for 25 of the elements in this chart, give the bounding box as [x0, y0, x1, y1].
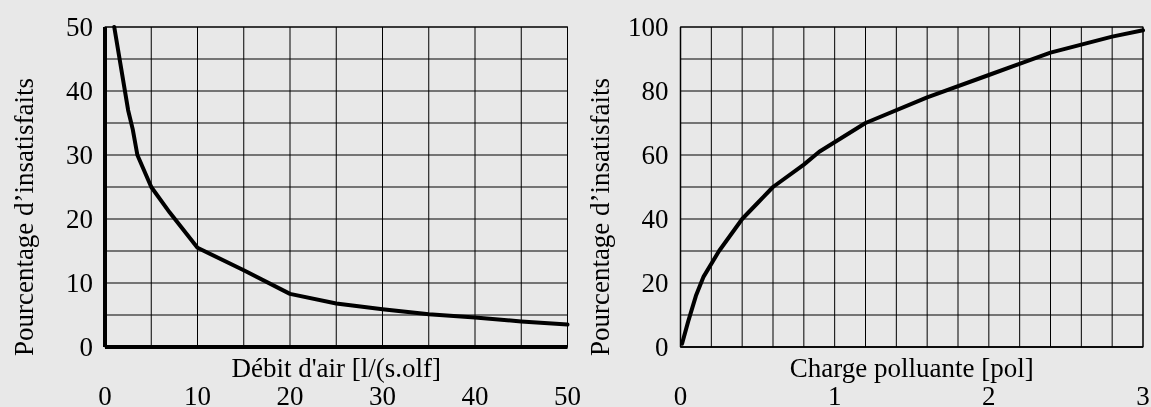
y-tick-label: 0 — [79, 332, 93, 363]
y-tick-label: 60 — [641, 140, 669, 171]
x-tick-label: 0 — [98, 381, 112, 407]
y-tick-label: 20 — [66, 204, 93, 235]
x-tick-label: 10 — [184, 381, 211, 407]
y-tick-label: 0 — [655, 332, 669, 363]
y-tick-label: 40 — [641, 204, 669, 235]
x-tick-label: 40 — [461, 381, 489, 407]
line-series — [680, 28, 1145, 346]
x-tick-label: 0 — [673, 381, 688, 407]
y-tick-label: 20 — [641, 268, 669, 299]
y-tick-label: 10 — [66, 268, 93, 299]
x-tick-label: 3 — [1136, 381, 1150, 407]
y-axis-title: Pourcentage d’insatisfaits — [9, 77, 39, 357]
y-tick-label: 100 — [628, 12, 669, 43]
y-tick-label: 30 — [66, 140, 93, 171]
x-axis-title: Charge polluante [pol] — [789, 353, 1034, 383]
x-tick-label: 20 — [276, 381, 304, 407]
y-axis-title: Pourcentage d’insatisfaits — [584, 77, 615, 357]
y-tick-label: 80 — [641, 76, 669, 107]
y-tick-label: 40 — [66, 76, 93, 107]
x-tick-label: 50 — [554, 381, 581, 407]
y-tick-label: 50 — [66, 12, 93, 43]
x-tick-label: 1 — [827, 381, 842, 407]
x-axis-title: Débit d'air [l/(s.olf] — [231, 353, 442, 383]
